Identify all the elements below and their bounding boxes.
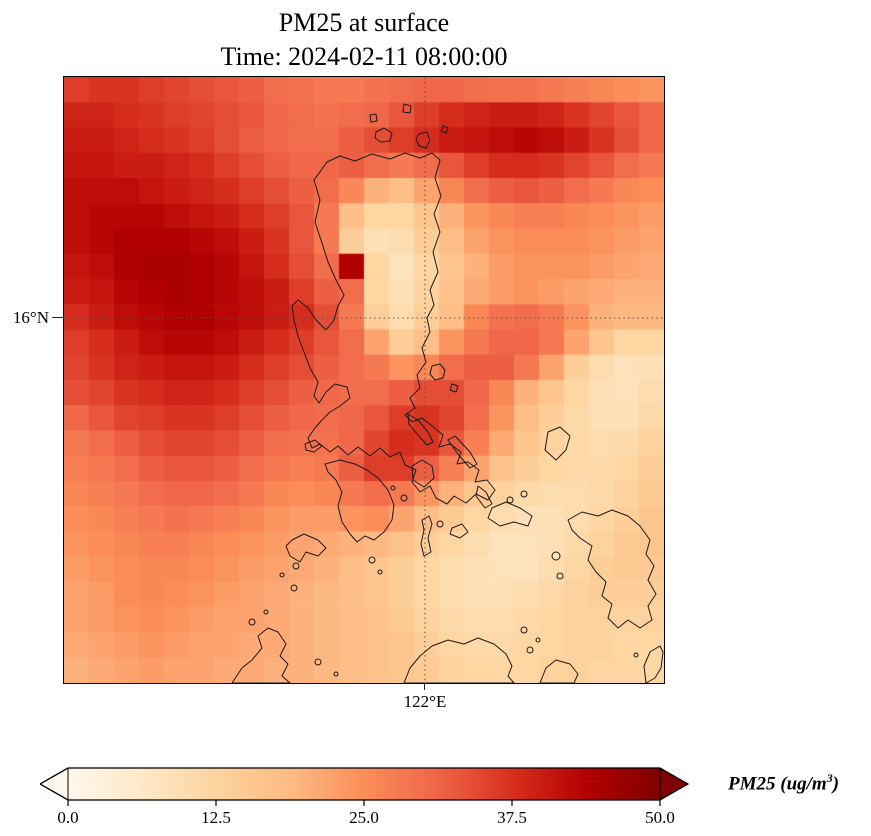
coast-marinduque xyxy=(411,459,435,488)
coastlines xyxy=(231,103,664,683)
coast-lubang xyxy=(304,439,323,453)
colorbar-gradient xyxy=(68,768,660,800)
colorbar-tick-1: 12.5 xyxy=(201,808,231,827)
coast-sibuyan xyxy=(449,523,469,539)
coast-luzon xyxy=(291,152,496,505)
coast-mindoro xyxy=(324,459,395,543)
colorbar-tick-4: 50.0 xyxy=(645,808,675,827)
coast-semirara-2 xyxy=(377,569,383,575)
coast-islet-9 xyxy=(520,490,528,498)
coast-burias xyxy=(447,435,478,469)
coast-catanduanes xyxy=(544,426,571,461)
coast-babuyan-2 xyxy=(402,103,412,114)
colorbar-tick-0: 0.0 xyxy=(57,808,79,827)
coast-islet-3 xyxy=(290,584,298,592)
coast-islet-12 xyxy=(520,626,528,634)
coast-panay xyxy=(403,637,515,683)
coast-babuyan-1 xyxy=(374,127,393,143)
coast-palawan-tip xyxy=(231,627,291,683)
coast-islet-11 xyxy=(535,637,541,643)
coast-samar xyxy=(567,509,657,629)
coast-babuyan-3 xyxy=(415,131,431,149)
coast-babuyan-4 xyxy=(369,113,378,123)
coast-islet-17 xyxy=(633,652,639,658)
colorbar-label: PM25 (ug/m3) xyxy=(728,771,839,795)
coast-islet-14 xyxy=(390,485,396,491)
plot-subtitle: Time: 2024-02-11 08:00:00 xyxy=(220,42,508,71)
coast-islet-13 xyxy=(400,494,408,502)
gridlines xyxy=(64,77,664,683)
coast-islet-16 xyxy=(333,671,339,677)
coast-romblon xyxy=(436,520,444,528)
coast-islet-8 xyxy=(506,496,514,504)
colorbar-label-sup: 3 xyxy=(826,771,833,785)
coast-polillo xyxy=(429,363,446,381)
colorbar-label-text: PM25 (ug/m xyxy=(728,773,827,795)
coast-islet-1 xyxy=(292,562,300,570)
coast-leyte-fragment xyxy=(643,645,664,683)
coast-polillo-2 xyxy=(449,383,459,393)
colorbar-extend-max-arrow xyxy=(660,768,688,800)
pm25-heatmap xyxy=(64,77,664,683)
coast-islet-5 xyxy=(263,609,269,615)
coast-negros-tip xyxy=(539,659,579,683)
y-tick-mark xyxy=(52,317,63,319)
coast-islet-6 xyxy=(551,551,561,561)
x-tick-mark xyxy=(424,683,426,690)
colorbar xyxy=(40,767,689,806)
coast-islet-2 xyxy=(279,572,285,578)
coast-semirara-1 xyxy=(368,556,376,564)
coast-islet-15 xyxy=(314,658,322,666)
x-tick-label: 122°E xyxy=(403,692,447,711)
coast-islet-7 xyxy=(556,572,564,580)
coast-islet-10 xyxy=(526,646,534,654)
coast-ticao xyxy=(475,485,493,509)
coast-masbate xyxy=(487,501,533,527)
y-tick-label: 16°N xyxy=(12,308,49,327)
coast-calamian xyxy=(285,533,327,563)
coast-babuyan-5 xyxy=(440,125,449,134)
coastline-overlay xyxy=(64,77,664,683)
colorbar-extend-min-arrow xyxy=(40,768,68,800)
colorbar-tick-2: 25.0 xyxy=(349,808,379,827)
coast-islet-4 xyxy=(248,618,256,626)
map-axes xyxy=(63,76,665,684)
colorbar-tick-3: 37.5 xyxy=(497,808,527,827)
coast-tablas xyxy=(420,515,433,557)
colorbar-tick-marks xyxy=(67,800,661,806)
plot-title: PM25 at surface xyxy=(278,8,450,37)
coast-laguna-lake xyxy=(407,413,434,446)
colorbar-label-close: ) xyxy=(832,773,840,795)
